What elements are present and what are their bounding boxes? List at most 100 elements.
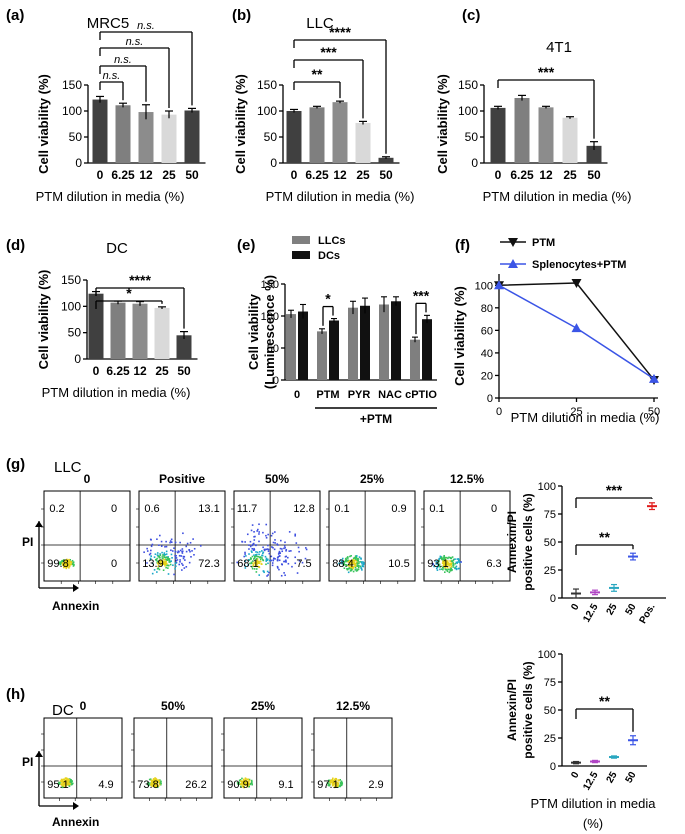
flow-event bbox=[274, 558, 276, 560]
flow-event bbox=[70, 560, 72, 563]
panel-a: (a) MRC5 0 50 100 150 Cell viability (%) 0 6.25 1… bbox=[6, 7, 206, 204]
flow-event bbox=[251, 560, 254, 562]
x-axis-label: PTM dilution in media (%) bbox=[36, 189, 185, 204]
flow-event bbox=[251, 524, 254, 526]
significance-label: ** bbox=[599, 693, 610, 709]
flow-event bbox=[175, 565, 177, 568]
flow-event bbox=[67, 783, 69, 785]
flow-event bbox=[64, 777, 67, 780]
significance-label: n.s. bbox=[103, 70, 121, 82]
flow-event bbox=[158, 555, 161, 557]
flow-event bbox=[350, 569, 353, 571]
flow-event bbox=[259, 551, 261, 553]
flow-event bbox=[170, 538, 173, 541]
flow-event bbox=[167, 564, 170, 567]
flow-event bbox=[248, 785, 251, 788]
flow-event bbox=[69, 781, 72, 783]
group-label: +PTM bbox=[360, 412, 392, 426]
flow-event bbox=[168, 561, 171, 563]
flow-event bbox=[276, 557, 279, 559]
y-axis-label: Cell viability (%) bbox=[435, 74, 450, 174]
flow-event bbox=[281, 550, 284, 553]
flow-event bbox=[163, 558, 166, 561]
flow-event bbox=[357, 560, 359, 562]
flow-event bbox=[261, 557, 263, 559]
flow-event bbox=[153, 569, 156, 571]
x-tick-label: 50 bbox=[177, 364, 191, 378]
flow-event bbox=[350, 561, 352, 563]
flow-event bbox=[155, 559, 158, 561]
flow-event bbox=[255, 571, 258, 573]
flow-plot: 0 0.2 0 99.8 0 bbox=[41, 472, 131, 584]
flow-event bbox=[151, 572, 154, 575]
flow-event bbox=[243, 786, 245, 789]
flow-event bbox=[156, 557, 158, 560]
flow-event bbox=[162, 562, 164, 564]
flow-event bbox=[175, 559, 178, 562]
flow-event bbox=[241, 780, 243, 783]
flow-event bbox=[294, 534, 296, 537]
flow-event bbox=[67, 779, 69, 781]
flow-event bbox=[340, 784, 343, 787]
flow-event bbox=[296, 572, 299, 574]
flow-event bbox=[159, 783, 162, 786]
bar bbox=[422, 319, 432, 380]
flow-event bbox=[256, 558, 259, 560]
flow-event bbox=[455, 561, 458, 564]
flow-event bbox=[251, 547, 254, 550]
bar bbox=[360, 305, 370, 380]
significance-label: *** bbox=[320, 44, 337, 60]
flow-event bbox=[283, 547, 285, 550]
significance-label: n.s. bbox=[114, 54, 132, 66]
flow-event bbox=[253, 539, 256, 541]
flow-event bbox=[158, 561, 160, 563]
panel-f: (f) 0 20 40 60 80 100 0 25 50 Cell viability (%) PT… bbox=[452, 237, 660, 425]
flow-event bbox=[73, 564, 75, 566]
flow-event bbox=[71, 782, 74, 785]
flow-event bbox=[443, 560, 446, 562]
flow-event bbox=[356, 562, 359, 565]
flow-event bbox=[257, 562, 260, 564]
legend-swatch bbox=[292, 236, 310, 244]
flow-event bbox=[337, 782, 340, 785]
flow-event bbox=[250, 561, 253, 564]
flow-event bbox=[256, 555, 258, 558]
flow-event bbox=[249, 545, 252, 548]
flow-event bbox=[146, 550, 149, 552]
bar bbox=[562, 117, 578, 163]
flow-event bbox=[351, 567, 354, 570]
flow-event bbox=[277, 556, 280, 558]
flow-event bbox=[250, 562, 253, 565]
flow-event bbox=[266, 548, 269, 550]
flow-event bbox=[174, 567, 176, 570]
flow-event bbox=[337, 783, 339, 786]
row-subtitle: DC bbox=[52, 702, 74, 719]
bar bbox=[92, 99, 108, 163]
flow-event bbox=[250, 529, 253, 532]
flow-event bbox=[241, 541, 244, 543]
flow-event bbox=[177, 550, 180, 553]
flow-event bbox=[441, 566, 444, 569]
flow-event bbox=[340, 560, 343, 563]
flow-event bbox=[173, 547, 175, 549]
flow-event bbox=[348, 567, 350, 570]
flow-event bbox=[143, 551, 145, 554]
flow-event bbox=[157, 555, 160, 558]
flow-event bbox=[362, 563, 365, 566]
flow-event bbox=[438, 564, 441, 567]
flow-event bbox=[332, 777, 334, 780]
flow-event bbox=[159, 554, 162, 556]
y-tick-label: 0 bbox=[471, 156, 478, 170]
flow-event bbox=[65, 783, 68, 785]
flow-event bbox=[344, 563, 346, 566]
flow-event bbox=[442, 559, 445, 561]
y-tick-label: 0 bbox=[487, 393, 493, 405]
flow-event bbox=[446, 561, 449, 563]
bar bbox=[286, 111, 302, 163]
flow-event bbox=[188, 561, 191, 564]
flow-event bbox=[354, 569, 357, 571]
flow-event bbox=[244, 560, 247, 562]
flow-event bbox=[150, 545, 153, 548]
flow-event bbox=[294, 533, 297, 536]
